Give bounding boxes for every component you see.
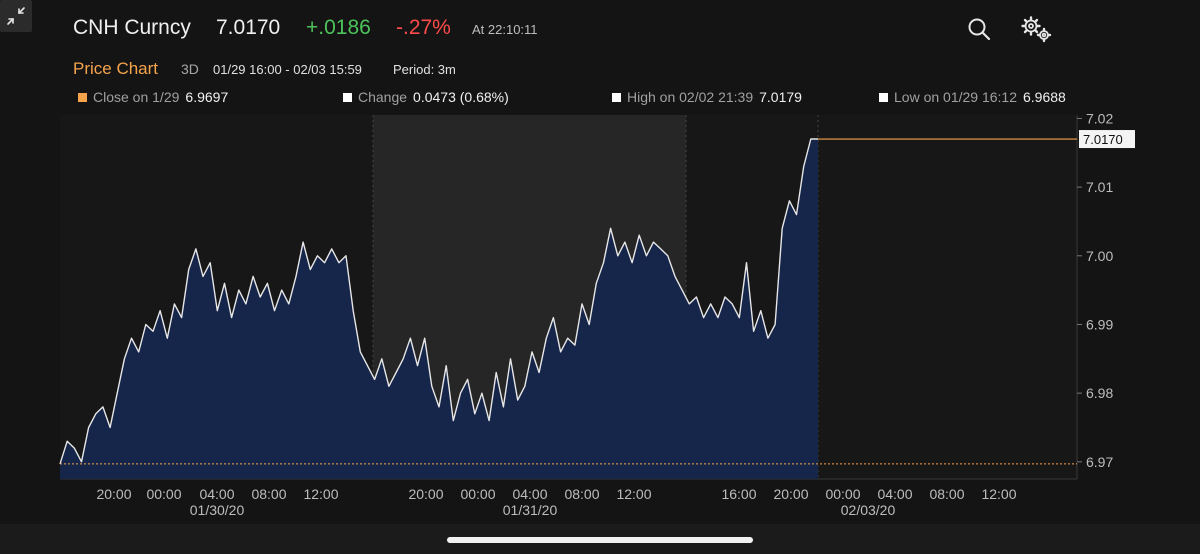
x-tick-label: 00:00 <box>460 486 495 502</box>
x-date-label: 02/03/20 <box>841 502 896 518</box>
stat-value: 6.9697 <box>185 89 229 105</box>
x-tick-label: 08:00 <box>929 486 964 502</box>
x-tick-label: 12:00 <box>616 486 651 502</box>
last-price-box <box>1079 130 1135 149</box>
price-chart-title: Price Chart <box>73 59 159 78</box>
stat-label: High on 02/02 21:39 <box>627 89 754 105</box>
close-legend-swatch <box>78 93 87 102</box>
collapse-icon <box>7 7 25 25</box>
x-tick-label: 04:00 <box>877 486 912 502</box>
stat-value: 0.0473 (0.68%) <box>413 89 509 105</box>
y-tick-label: 7.02 <box>1086 110 1113 126</box>
x-tick-label: 08:00 <box>251 486 286 502</box>
change-legend-swatch <box>343 93 352 102</box>
y-tick-label: 6.99 <box>1086 316 1113 332</box>
price-area <box>60 139 818 479</box>
x-tick-label: 04:00 <box>199 486 234 502</box>
search-button[interactable] <box>964 14 996 46</box>
low-legend-swatch <box>879 93 888 102</box>
stat-label: Low on 01/29 16:12 <box>894 89 1017 105</box>
stat-low: Low on 01/29 16:12 6.9688 <box>879 89 1066 105</box>
search-icon <box>968 18 991 41</box>
x-tick-label: 20:00 <box>773 486 808 502</box>
y-axis-ticks: 7.02 7.01 7.00 6.99 6.98 6.97 <box>1077 110 1113 470</box>
settings-button[interactable] <box>1018 14 1056 46</box>
collapse-button[interactable] <box>0 0 32 32</box>
y-tick-label: 6.98 <box>1086 385 1113 401</box>
high-legend-swatch <box>612 93 621 102</box>
stat-close: Close on 1/29 6.9697 <box>78 89 228 105</box>
x-tick-label: 00:00 <box>146 486 181 502</box>
period-selector[interactable]: Period: 3m <box>393 62 456 77</box>
last-price: 7.0170 <box>216 16 281 39</box>
stat-value: 7.0179 <box>759 89 802 105</box>
stat-label: Close on 1/29 <box>93 89 180 105</box>
price-line <box>59 138 818 465</box>
x-tick-label: 00:00 <box>825 486 860 502</box>
last-price-marker: 7.0170 <box>1079 130 1135 149</box>
stat-value: 6.9688 <box>1023 89 1066 105</box>
x-tick-label: 12:00 <box>981 486 1016 502</box>
x-tick-label: 20:00 <box>96 486 131 502</box>
x-tick-label: 12:00 <box>303 486 338 502</box>
stat-high: High on 02/02 21:39 7.0179 <box>612 89 802 105</box>
x-date-label: 01/30/20 <box>190 502 245 518</box>
percent-change: -.27% <box>396 16 451 39</box>
x-tick-label: 08:00 <box>564 486 599 502</box>
x-tick-label: 04:00 <box>512 486 547 502</box>
x-axis-ticks: 20:00 00:00 04:00 08:00 12:00 20:00 00:00 04:00… <box>96 486 1016 518</box>
stat-change: Change 0.0473 (0.68%) <box>343 89 509 105</box>
y-tick-label: 7.01 <box>1086 179 1113 195</box>
y-tick-label: 6.97 <box>1086 454 1113 470</box>
settings-icon <box>1021 16 1052 43</box>
date-range: 01/29 16:00 - 02/03 15:59 <box>213 62 362 77</box>
last-price-label: 7.0170 <box>1083 132 1123 147</box>
x-tick-label: 16:00 <box>721 486 756 502</box>
range-selector[interactable]: 3D <box>181 61 199 77</box>
y-tick-label: 7.00 <box>1086 248 1113 264</box>
last-update-time: At 22:10:11 <box>472 22 538 37</box>
header: CNH Curncy 7.0170 +.0186 -.27% At 22:10:… <box>0 0 1200 60</box>
net-change: +.0186 <box>306 16 371 39</box>
x-tick-label: 20:00 <box>408 486 443 502</box>
x-date-label: 01/31/20 <box>503 502 558 518</box>
home-indicator[interactable] <box>447 537 753 543</box>
ticker-title: CNH Curncy <box>73 16 191 39</box>
stat-label: Change <box>358 89 408 105</box>
